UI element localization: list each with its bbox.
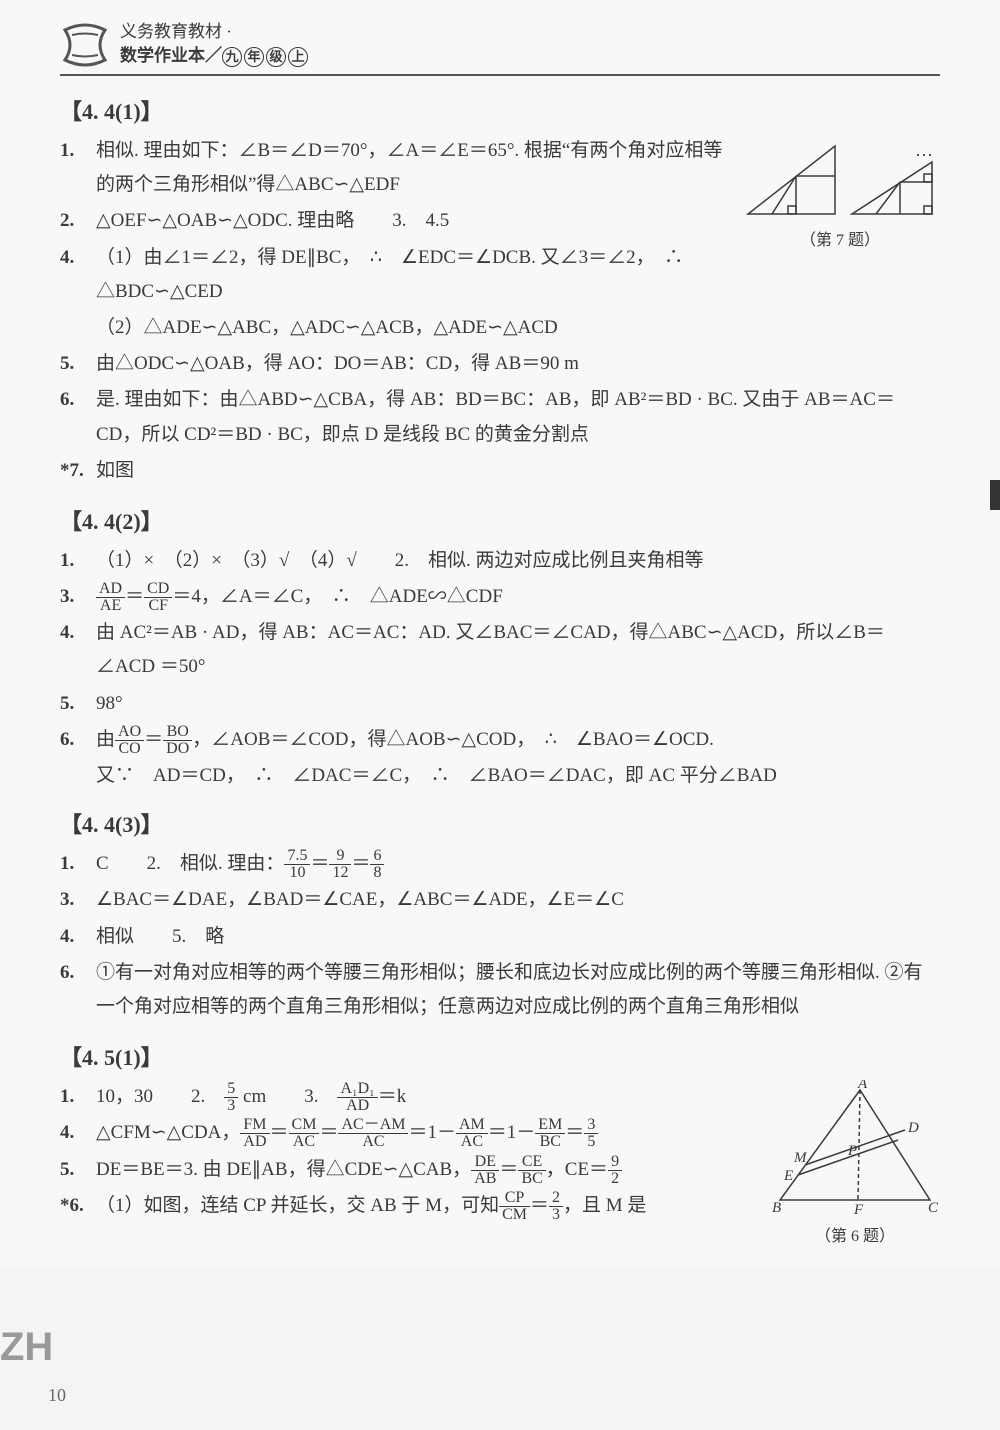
section-title: 【4. 4(2)】 <box>60 504 940 536</box>
item-body: △OEF∽△OAB∽△ODC. 理由略 3. 4.5 <box>96 204 730 238</box>
answer-item: 3.ADAE＝CDCF＝4，∠A＝∠C， ∴ △ADE∽△CDF <box>60 580 940 614</box>
item-body: 相似. 理由如下：∠B＝∠D＝70°，∠A＝∠E＝65°. 根据“有两个角对应相… <box>96 134 730 202</box>
figure-caption: （第 6 题） <box>770 1222 940 1246</box>
header-line2: 数学作业本／ 九年级上 <box>120 44 308 68</box>
answer-item: 1.相似. 理由如下：∠B＝∠D＝70°，∠A＝∠E＝65°. 根据“有两个角对… <box>60 134 730 202</box>
answer-item: 4.由 AC²＝AB · AD，得 AB：AC＝AC：AD. 又∠BAC＝∠CA… <box>60 616 940 684</box>
answer-item: 1.（1）× （2）× （3）√ （4）√ 2. 相似. 两边对应成比例且夹角相… <box>60 544 940 578</box>
answer-item: 5.98° <box>60 687 940 721</box>
svg-text:A: A <box>857 1080 868 1092</box>
page-root: 义务教育教材 · 数学作业本／ 九年级上 【4. 4(1)】 … （第 7 题） 1.… <box>0 0 1000 1266</box>
grade-pill: 九年级上 <box>222 47 308 67</box>
item-body: 是. 理由如下：由△ABD∽△CBA，得 AB：BD＝BC：AB，即 AB²＝B… <box>96 383 940 451</box>
item-body: 相似 5. 略 <box>96 920 940 954</box>
section-title: 【4. 4(3)】 <box>60 807 940 839</box>
content-body: 【4. 4(1)】…（第 7 题）1.相似. 理由如下：∠B＝∠D＝70°，∠A… <box>60 94 940 1246</box>
corner-mark: ZH <box>0 1325 53 1370</box>
svg-text:M: M <box>793 1150 808 1166</box>
item-number: 5. <box>60 1153 96 1187</box>
section-title: 【4. 4(1)】 <box>60 94 940 126</box>
item-number: 4. <box>60 1116 96 1150</box>
item-number: 5. <box>60 347 96 381</box>
answer-item: 2.△OEF∽△OAB∽△ODC. 理由略 3. 4.5 <box>60 204 730 238</box>
answer-item: 6.由AOCO＝BODO，∠AOB＝∠COD，得△AOB∽△COD， ∴ ∠BA… <box>60 723 940 757</box>
header-text: 义务教育教材 · 数学作业本／ 九年级上 <box>120 20 308 68</box>
answer-item: 4.△CFM∽△CDA，FMAD＝CMAC＝AC－AMAC＝1－AMAC＝1－E… <box>60 1116 760 1150</box>
item-body: 10，30 2. 53 cm 3. A₁D₁AD＝k <box>96 1080 760 1114</box>
answer-item: 6.是. 理由如下：由△ABD∽△CBA，得 AB：BD＝BC：AB，即 AB²… <box>60 383 940 451</box>
item-body: C 2. 相似. 理由：7.510＝912＝68 <box>96 847 940 881</box>
svg-text:F: F <box>853 1202 864 1218</box>
answer-item: *7.如图 <box>60 454 940 488</box>
item-number: 1. <box>60 134 96 202</box>
item-number: 1. <box>60 847 96 881</box>
svg-text:B: B <box>772 1200 781 1216</box>
answer-item: 5.DE＝BE＝3. 由 DE∥AB，得△CDE∽△CAB，DEAB＝CEBC，… <box>60 1153 760 1187</box>
section-title: 【4. 5(1)】 <box>60 1040 940 1072</box>
item-body: 由AOCO＝BODO，∠AOB＝∠COD，得△AOB∽△COD， ∴ ∠BAO＝… <box>96 723 940 757</box>
item-body: 由△ODC∽△OAB，得 AO：DO＝AB：CD，得 AB＝90 m <box>96 347 940 381</box>
figure: A D M P EB F C （第 6 题） <box>770 1080 940 1246</box>
answer-line: （2）△ADE∽△ABC，△ADC∽△ACB，△ADE∽△ACD <box>60 311 940 345</box>
answer-item: 1.10，30 2. 53 cm 3. A₁D₁AD＝k <box>60 1080 760 1114</box>
item-number: 1. <box>60 1080 96 1114</box>
item-body: （1）由∠1＝∠2，得 DE∥BC， ∴ ∠EDC＝∠DCB. 又∠3＝∠2， … <box>96 241 730 309</box>
answer-item: 3.∠BAC＝∠DAE，∠BAD＝∠CAE，∠ABC＝∠ADE，∠E＝∠C <box>60 883 940 917</box>
item-body: 由 AC²＝AB · AD，得 AB：AC＝AC：AD. 又∠BAC＝∠CAD，… <box>96 616 940 684</box>
item-number: *6. <box>60 1189 96 1223</box>
page-number: 10 <box>48 1385 66 1406</box>
item-body: 98° <box>96 687 940 721</box>
answer-line: 又∵ AD＝CD， ∴ ∠DAC＝∠C， ∴ ∠BAO＝∠DAC，即 AC 平分… <box>60 759 940 793</box>
edge-mark-icon <box>990 480 1000 510</box>
svg-text:E: E <box>783 1168 793 1184</box>
item-body: △CFM∽△CDA，FMAD＝CMAC＝AC－AMAC＝1－AMAC＝1－EMB… <box>96 1116 760 1150</box>
item-body: DE＝BE＝3. 由 DE∥AB，得△CDE∽△CAB，DEAB＝CEBC，CE… <box>96 1153 760 1187</box>
item-number: 6. <box>60 956 96 1024</box>
item-number: 3. <box>60 580 96 614</box>
item-number: 1. <box>60 544 96 578</box>
answer-item: 4.相似 5. 略 <box>60 920 940 954</box>
item-number: 6. <box>60 383 96 451</box>
svg-text:C: C <box>928 1200 939 1216</box>
answer-item: *6.（1）如图，连结 CP 并延长，交 AB 于 M，可知CPCM＝23，且 … <box>60 1189 760 1223</box>
item-body: ADAE＝CDCF＝4，∠A＝∠C， ∴ △ADE∽△CDF <box>96 580 940 614</box>
item-number: 6. <box>60 723 96 757</box>
figure-caption: （第 7 题） <box>740 226 940 250</box>
svg-text:…: … <box>915 140 933 160</box>
figure: … （第 7 题） <box>740 134 940 250</box>
answer-item: 4.（1）由∠1＝∠2，得 DE∥BC， ∴ ∠EDC＝∠DCB. 又∠3＝∠2… <box>60 241 730 309</box>
item-number: 3. <box>60 883 96 917</box>
answer-item: 1.C 2. 相似. 理由：7.510＝912＝68 <box>60 847 940 881</box>
item-body: （1）× （2）× （3）√ （4）√ 2. 相似. 两边对应成比例且夹角相等 <box>96 544 940 578</box>
item-body: 如图 <box>96 454 940 488</box>
item-number: 4. <box>60 241 96 309</box>
answer-item: 6.①有一对角对应相等的两个等腰三角形相似；腰长和底边长对应成比例的两个等腰三角… <box>60 956 940 1024</box>
svg-text:D: D <box>907 1120 919 1136</box>
header-line1: 义务教育教材 · <box>120 20 308 44</box>
item-number: *7. <box>60 454 96 488</box>
item-body: （1）如图，连结 CP 并延长，交 AB 于 M，可知CPCM＝23，且 M 是 <box>96 1189 760 1223</box>
logo-icon <box>60 20 110 70</box>
item-number: 4. <box>60 616 96 684</box>
item-number: 5. <box>60 687 96 721</box>
page-header: 义务教育教材 · 数学作业本／ 九年级上 <box>60 20 940 76</box>
item-body: ∠BAC＝∠DAE，∠BAD＝∠CAE，∠ABC＝∠ADE，∠E＝∠C <box>96 883 940 917</box>
svg-text:P: P <box>847 1143 857 1159</box>
item-number: 2. <box>60 204 96 238</box>
answer-item: 5.由△ODC∽△OAB，得 AO：DO＝AB：CD，得 AB＝90 m <box>60 347 940 381</box>
item-number: 4. <box>60 920 96 954</box>
item-body: ①有一对角对应相等的两个等腰三角形相似；腰长和底边长对应成比例的两个等腰三角形相… <box>96 956 940 1024</box>
